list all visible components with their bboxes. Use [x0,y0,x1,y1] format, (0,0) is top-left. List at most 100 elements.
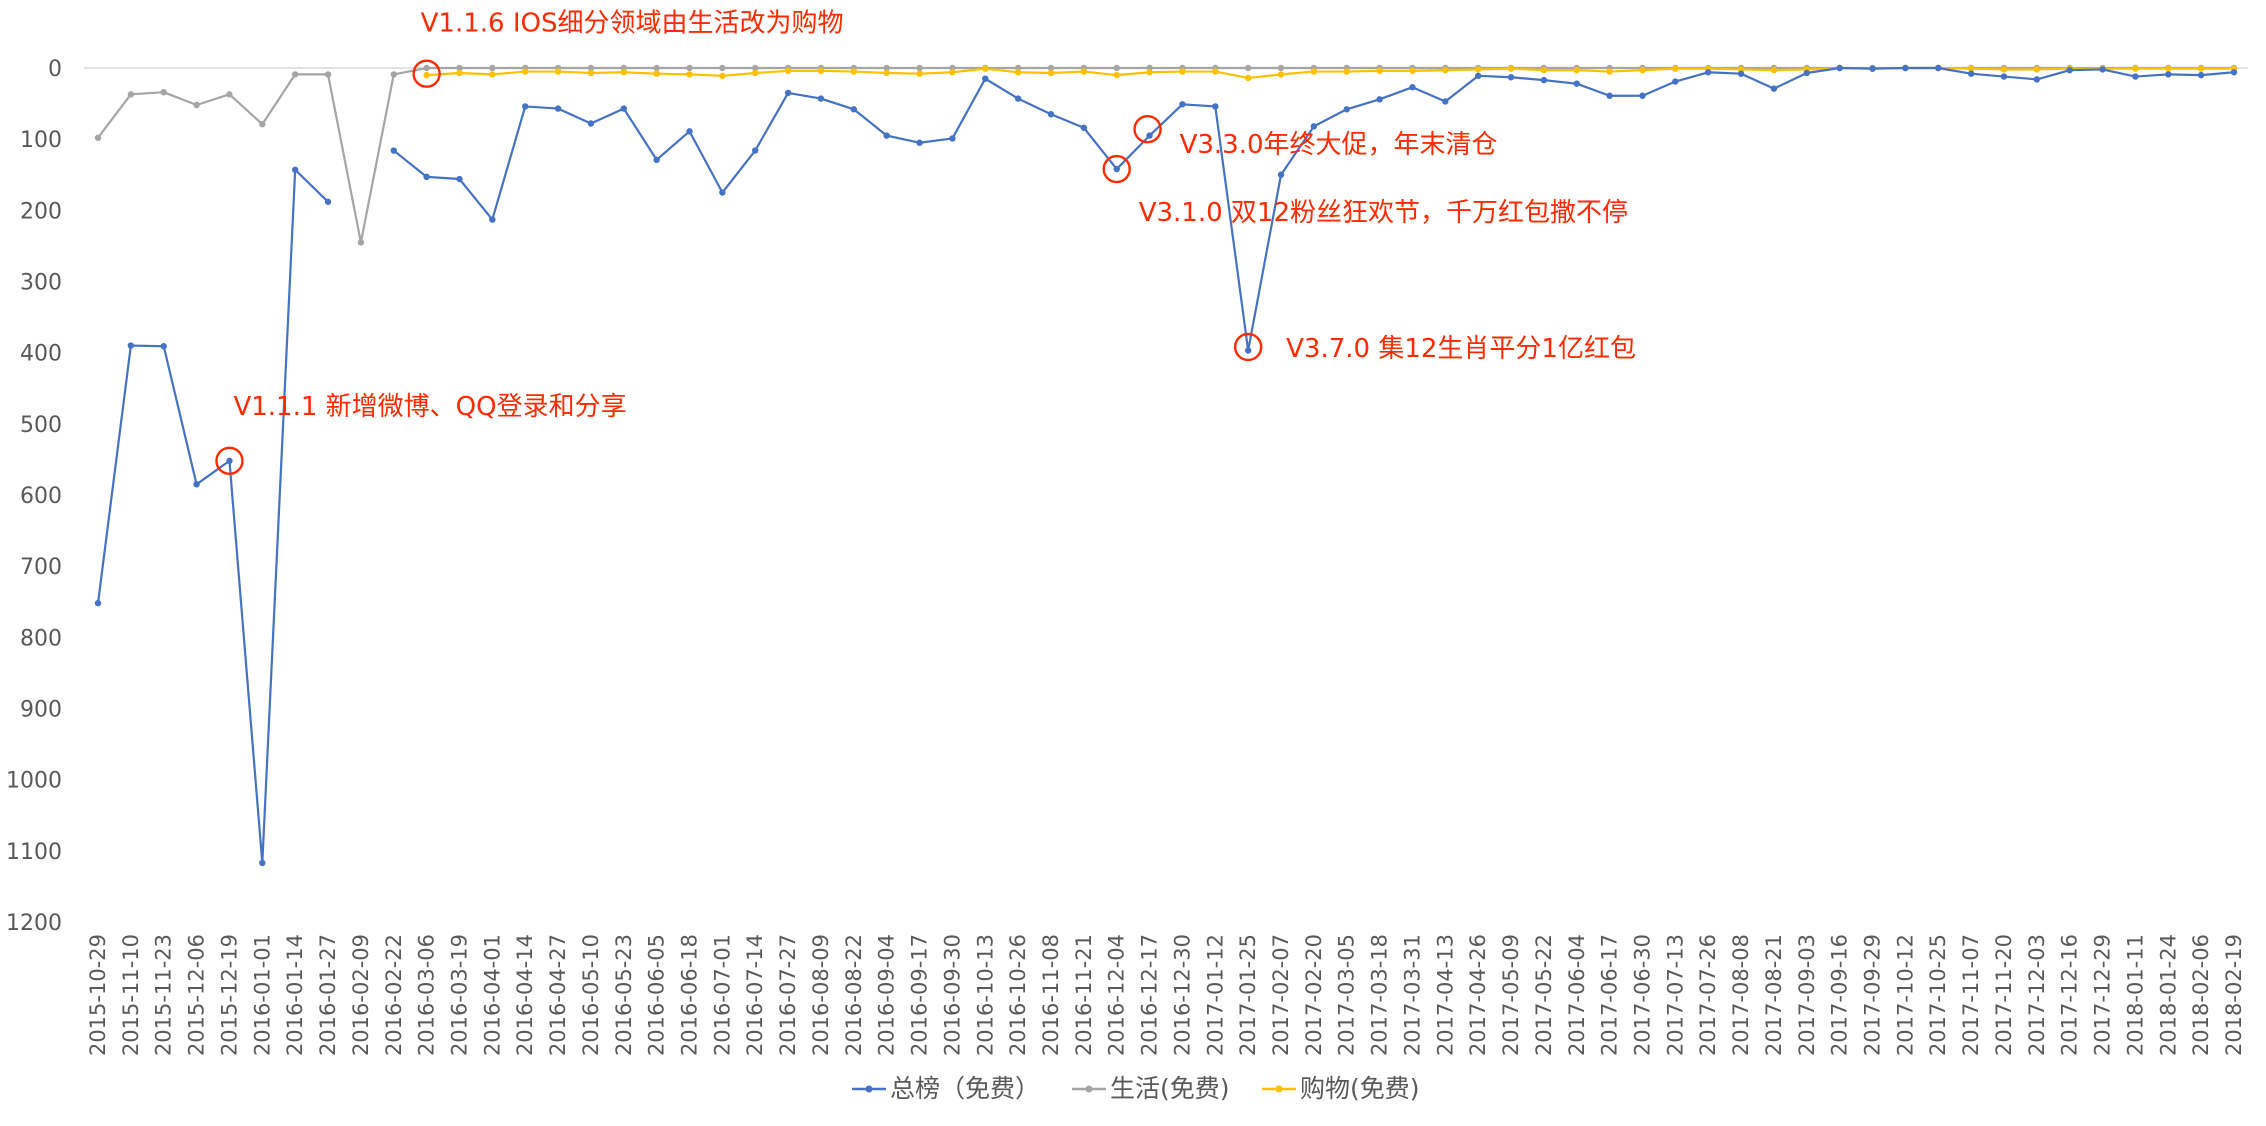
data-point [423,64,430,72]
data-point [916,139,923,146]
x-tick-label: 2017-08-21 [1762,934,1786,1056]
data-point [1080,124,1088,131]
x-tick-label: 2017-05-09 [1499,934,1523,1056]
x-tick-label: 2016-05-10 [579,934,603,1056]
x-tick-label: 2016-11-08 [1039,934,1063,1056]
x-tick-label: 2017-02-07 [1269,934,1293,1056]
data-point [1047,111,1055,118]
data-point [2165,71,2172,78]
data-point [2033,76,2041,83]
data-point [1376,67,1383,75]
x-tick-label: 2016-01-27 [316,934,340,1056]
x-tick-label: 2017-06-30 [1630,934,1654,1056]
data-point [554,68,562,75]
x-tick-label: 2017-09-16 [1828,934,1852,1056]
data-point [850,106,858,113]
data-point [1967,70,1975,77]
data-point [620,105,627,112]
x-tick-label: 2016-06-18 [678,934,702,1056]
x-tick-label: 2016-10-26 [1006,934,1030,1056]
annotation-label: V3.3.0年终大促，年末清仓 [1180,130,1498,160]
data-point [423,71,430,79]
x-tick-label: 2017-05-22 [1532,934,1556,1056]
data-point [1376,96,1383,103]
data-point [949,135,956,142]
data-point [1113,64,1120,72]
x-tick-label: 2016-11-21 [1072,934,1096,1056]
data-point [1672,65,1679,72]
data-point [357,239,365,246]
data-point [390,147,397,154]
y-tick-label: 400 [20,342,62,367]
x-tick-label: 2017-03-18 [1368,934,1392,1056]
data-point [456,64,463,72]
x-tick-label: 2018-02-06 [2189,934,2213,1056]
legend-label: 总榜（免费） [890,1074,1040,1103]
x-tick-label: 2016-06-05 [645,934,669,1056]
data-point [522,103,529,110]
y-tick-label: 1200 [6,911,62,936]
data-point [193,481,200,488]
data-point [489,216,496,223]
x-tick-label: 2016-08-09 [809,934,833,1056]
data-point [1770,85,1778,92]
data-point [1737,70,1745,77]
x-tick-label: 2017-04-13 [1433,934,1457,1056]
x-tick-label: 2017-12-16 [2058,934,2082,1056]
x-tick-label: 2016-08-22 [842,934,866,1056]
data-point [94,134,102,141]
data-point [1277,171,1285,178]
annotation-label: V3.7.0 集12生肖平分1亿红包 [1286,334,1636,364]
x-tick-label: 2016-02-22 [382,934,406,1056]
data-point [1212,68,1219,75]
y-tick-label: 100 [20,128,62,153]
data-point [160,88,167,96]
x-tick-label: 2018-01-11 [2123,934,2147,1056]
x-tick-label: 2016-12-04 [1105,934,1129,1056]
data-point [291,71,299,78]
legend: 总榜（免费） 生活(免费) 购物(免费) [852,1074,1420,1103]
data-point [1442,98,1449,105]
x-tick-label: 2017-07-26 [1696,934,1720,1056]
data-point [2000,66,2008,73]
data-point [1244,64,1252,72]
x-tick-label: 2016-02-09 [349,934,373,1056]
data-point [653,156,660,164]
x-tick-label: 2016-09-17 [908,934,932,1056]
x-tick-label: 2017-03-05 [1335,934,1359,1056]
series-0 [94,64,2238,867]
x-tick-label: 2016-04-14 [513,934,537,1056]
x-tick-label: 2016-01-14 [283,934,307,1056]
annotation-circle [412,59,441,88]
data-point [522,68,529,75]
data-point [2197,65,2205,72]
legend-swatch-marker [865,1085,873,1093]
data-point [620,69,627,76]
data-point [456,175,463,183]
data-point [226,91,233,98]
data-point [94,599,102,607]
data-point [883,132,890,139]
legend-swatch-marker [1085,1085,1093,1093]
data-point [1409,84,1416,91]
data-point [719,64,726,72]
x-tick-label: 2018-01-24 [2156,934,2180,1056]
data-point [982,65,989,72]
y-tick-label: 600 [20,484,62,509]
data-point [1573,66,1580,74]
annotation-circle [215,446,244,476]
data-point [489,71,496,78]
data-point [1310,123,1318,130]
x-tick-label: 2016-12-17 [1138,934,1162,1056]
x-tick-label: 2017-01-25 [1236,934,1260,1056]
x-tick-label: 2016-07-01 [710,934,734,1056]
x-tick-label: 2016-09-30 [940,934,964,1056]
legend-item: 总榜（免费） [852,1074,1040,1103]
x-tick-label: 2017-06-04 [1565,934,1589,1056]
annotation-circle [1233,332,1263,362]
data-point [1770,66,1778,74]
y-tick-label: 500 [20,413,62,438]
y-tick-label: 1000 [6,769,62,794]
x-tick-label: 2017-09-29 [1861,934,1885,1056]
